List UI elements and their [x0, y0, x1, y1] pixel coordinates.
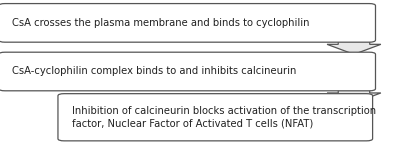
- FancyBboxPatch shape: [0, 4, 375, 42]
- Polygon shape: [326, 89, 380, 103]
- FancyBboxPatch shape: [58, 94, 372, 141]
- Text: CsA crosses the plasma membrane and binds to cyclophilin: CsA crosses the plasma membrane and bind…: [12, 18, 309, 28]
- Text: CsA-cyclophilin complex binds to and inhibits calcineurin: CsA-cyclophilin complex binds to and inh…: [12, 66, 296, 77]
- Polygon shape: [326, 40, 380, 54]
- Text: Inhibition of calcineurin blocks activation of the transcription
factor, Nuclear: Inhibition of calcineurin blocks activat…: [71, 106, 375, 129]
- FancyBboxPatch shape: [0, 52, 375, 91]
